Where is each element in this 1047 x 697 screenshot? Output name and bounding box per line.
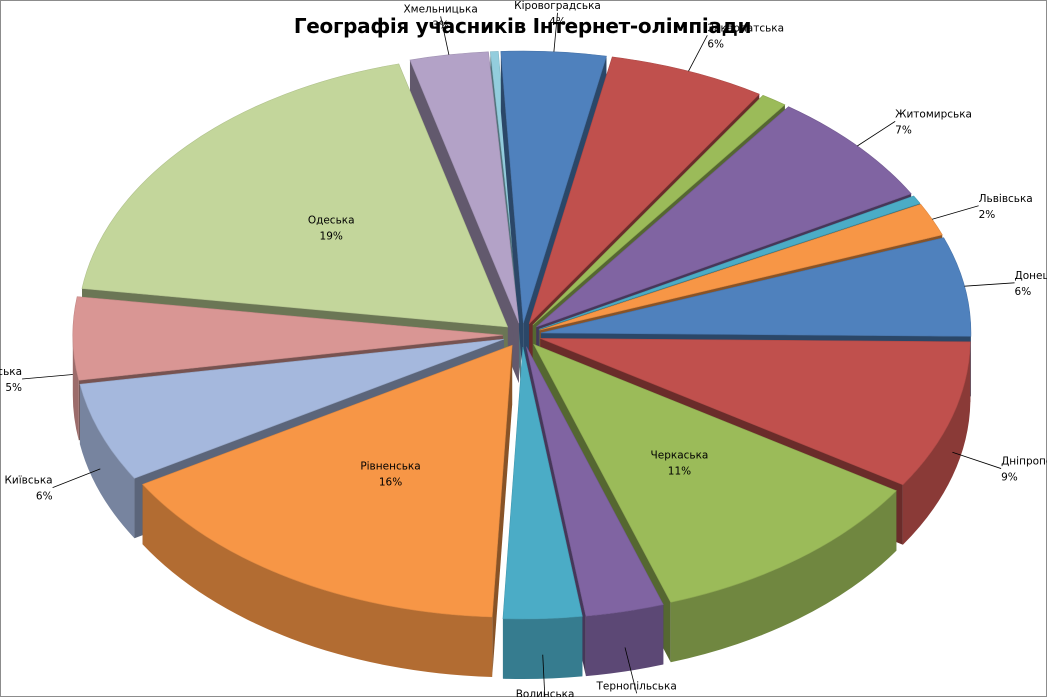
- slice-label: Івано-Франківська: [0, 366, 22, 378]
- pie-slice-top: [526, 346, 664, 617]
- slice-label: Кіровоградська: [514, 0, 601, 12]
- slice-label: Закарпатська: [707, 22, 784, 34]
- pie-slice-top: [72, 296, 503, 381]
- pie-slice-edge: [585, 604, 664, 677]
- leader-line: [553, 12, 558, 52]
- slice-percent: 3%: [432, 19, 449, 31]
- pie-slice: [502, 346, 583, 679]
- slice-label: Дніпропетровська: [1001, 456, 1047, 468]
- slice-label: Донецька: [1015, 270, 1047, 282]
- pie-slice-side: [500, 51, 524, 384]
- slice-percent: 6%: [707, 38, 724, 50]
- pie-slice-top: [532, 94, 786, 326]
- leader-line: [964, 282, 1015, 287]
- chart-title: Географія учасників Інтернет-олімпіади: [293, 14, 752, 38]
- slice-percent: 5%: [5, 382, 22, 394]
- pie-slice-top: [540, 237, 972, 337]
- slice-label: Хмельницька: [403, 3, 477, 15]
- pie-slice-top: [81, 63, 509, 328]
- slice-percent: 6%: [36, 491, 53, 503]
- leader-line: [857, 121, 896, 147]
- pie-slice-top: [79, 338, 505, 479]
- slice-percent: 11%: [668, 465, 691, 477]
- slice-percent: 19%: [320, 230, 343, 242]
- slice-percent: 6%: [1015, 286, 1032, 298]
- pie-slice-top: [538, 195, 921, 330]
- leader-line: [624, 647, 638, 694]
- pie-slice-side: [492, 345, 513, 677]
- pie-slice-top: [540, 338, 971, 486]
- slice-label: Львівська: [979, 193, 1033, 205]
- pie-slice-edge: [670, 490, 897, 663]
- pie-slice: [142, 344, 513, 677]
- slice-label: Одеська: [308, 214, 355, 226]
- slice-percent: 9%: [1001, 472, 1018, 484]
- pie-slice-edge: [142, 484, 493, 677]
- leader-line: [932, 205, 979, 220]
- pie-slice-edge: [502, 616, 583, 679]
- leader-line: [952, 451, 1002, 469]
- pie-slice-top: [409, 51, 520, 324]
- leader-line: [22, 374, 73, 380]
- slice-label: Волинська: [516, 689, 575, 697]
- slice-percent: 2%: [979, 209, 996, 221]
- pie-slice-edge: [72, 335, 79, 441]
- leader-line: [52, 468, 101, 489]
- slice-percent: 7%: [895, 124, 912, 136]
- slice-percent: 16%: [379, 477, 402, 489]
- leader-line: [688, 35, 708, 72]
- slice-label: Черкаська: [651, 449, 709, 461]
- slice-label: Тернопільська: [596, 680, 677, 692]
- slice-percent: 4%: [549, 16, 566, 28]
- pie-slice-top: [533, 343, 897, 603]
- pie-slice-edge: [902, 341, 971, 545]
- pie-slice-top: [502, 346, 583, 620]
- pie-slice-top: [500, 50, 607, 324]
- pie-slice-top: [142, 344, 513, 618]
- slice-label: Київська: [4, 475, 52, 487]
- pie-slice-top: [536, 106, 912, 328]
- leader-line: [542, 654, 546, 697]
- leader-line: [440, 16, 450, 55]
- pie-slice-edge: [79, 384, 135, 539]
- slice-label: Рівненська: [360, 461, 420, 473]
- slice-label: Житомирська: [895, 108, 972, 120]
